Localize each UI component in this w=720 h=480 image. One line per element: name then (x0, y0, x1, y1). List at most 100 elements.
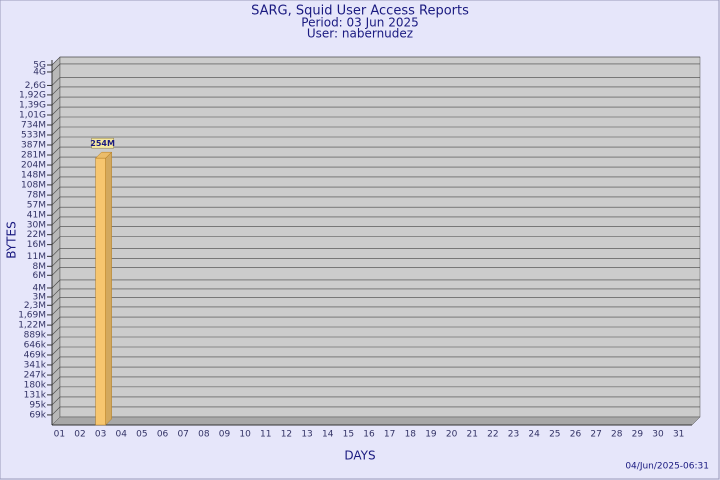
grid-line (51, 336, 700, 346)
y-tick-label: 1,69M (18, 310, 46, 320)
grid-line (51, 86, 700, 96)
x-tick-label: 25 (549, 430, 560, 440)
x-tick-label: 19 (425, 430, 437, 440)
x-tick-label: 24 (528, 430, 540, 440)
x-tick-label: 18 (405, 430, 417, 440)
grid-line (51, 77, 700, 86)
y-tick-label: 180k (24, 380, 47, 390)
grid-line (51, 106, 700, 116)
x-tick-label: 04 (116, 430, 128, 440)
y-tick-label: 1,22M (18, 321, 46, 331)
bar (95, 157, 106, 426)
y-tick-label: 1,92G (19, 90, 46, 100)
y-tick-label: 4G (33, 67, 46, 77)
grid-line (51, 386, 700, 396)
grid-line (51, 396, 700, 406)
x-tick-label: 16 (363, 430, 375, 440)
y-tick-label: 387M (21, 141, 46, 151)
y-tick-label: 108M (21, 180, 46, 190)
y-tick-label: 469k (24, 351, 47, 361)
x-tick-label: 28 (611, 430, 623, 440)
x-tick-label: 11 (260, 430, 271, 440)
chart-subtitle: Period: 03 Jun 2025 (301, 16, 418, 30)
grid-line (51, 136, 700, 146)
grid-line (51, 296, 700, 306)
grid-line (51, 96, 700, 106)
grid-line (51, 288, 700, 298)
x-tick-label: 30 (652, 430, 664, 440)
grid-line (51, 356, 700, 366)
x-tick-label: 09 (219, 430, 231, 440)
x-tick-label: 01 (54, 430, 65, 440)
y-tick-label: 8M (33, 262, 47, 272)
chart-title: SARG, Squid User Access Reports (251, 4, 469, 19)
y-tick-label: 30M (27, 220, 46, 230)
x-tick-label: 14 (322, 430, 334, 440)
grid-line (51, 279, 700, 289)
chart-user: User: nabernudez (307, 27, 413, 41)
y-tick-label: 95k (29, 400, 46, 410)
grid-line (51, 266, 700, 276)
marks: 254M (90, 137, 115, 426)
y-tick-label: 889k (24, 331, 47, 341)
x-tick-label: 08 (198, 430, 210, 440)
grid-line (51, 156, 700, 166)
grid-line (51, 326, 700, 336)
x-tick-label: 05 (136, 430, 147, 440)
y-tick-label: 148M (21, 171, 46, 181)
grid-line (51, 186, 700, 196)
grid-line (51, 63, 700, 73)
y-tick-label: 6M (33, 271, 47, 281)
y-tick-label: 11M (27, 252, 46, 262)
back-wall (59, 56, 701, 418)
grid (51, 56, 700, 416)
value-label-box (91, 137, 114, 149)
x-tick-label: 23 (508, 430, 519, 440)
y-tick-label: 2,3M (24, 301, 46, 311)
y-tick-label: 5G (33, 61, 46, 71)
y-tick-label: 247k (24, 371, 47, 381)
grid-line (51, 166, 700, 176)
y-tick-label: 204M (21, 161, 46, 171)
x-tick-label: 03 (95, 430, 106, 440)
grid-line (51, 56, 700, 66)
x-tick-label: 07 (177, 430, 188, 440)
x-tick-label: 06 (157, 430, 169, 440)
y-tick-label: 281M (21, 151, 46, 161)
floor (51, 416, 701, 426)
y-tick-label: 646k (24, 340, 47, 350)
y-tick-label: 16M (27, 240, 46, 250)
grid-line (51, 236, 700, 245)
x-tick-label: 21 (466, 430, 477, 440)
x-tick-label: 02 (74, 430, 85, 440)
grid-line (51, 196, 700, 206)
y-tick-label: 4M (33, 283, 47, 293)
y-tick-label: 22M (27, 230, 46, 240)
x-axis-label: DAYS (344, 449, 375, 463)
grid-line (51, 376, 700, 386)
value-label: 254M (90, 139, 115, 148)
grid-line (51, 258, 700, 267)
y-tick-label: 1,01G (19, 111, 46, 121)
x-tick-label: 13 (301, 430, 312, 440)
grid-line (51, 216, 700, 226)
grid-line (51, 146, 700, 156)
y-tick-label: 69k (29, 410, 46, 420)
x-tick-label: 31 (673, 430, 684, 440)
x-tick-label: 29 (632, 430, 644, 440)
y-axis-label: BYTES (5, 221, 19, 258)
x-tick-label: 20 (446, 430, 458, 440)
bar-side (105, 151, 112, 426)
grid-line (51, 248, 700, 257)
y-tick-label: 41M (27, 211, 46, 221)
grid-line (51, 206, 700, 216)
y-tick-label: 533M (21, 131, 46, 141)
grid-line (51, 306, 700, 316)
y-tick-label: 734M (21, 120, 46, 130)
grid-line (51, 126, 700, 136)
grid-line (51, 406, 700, 416)
grid-line (51, 366, 700, 376)
x-tick-label: 15 (343, 430, 354, 440)
grid-line (51, 316, 700, 326)
